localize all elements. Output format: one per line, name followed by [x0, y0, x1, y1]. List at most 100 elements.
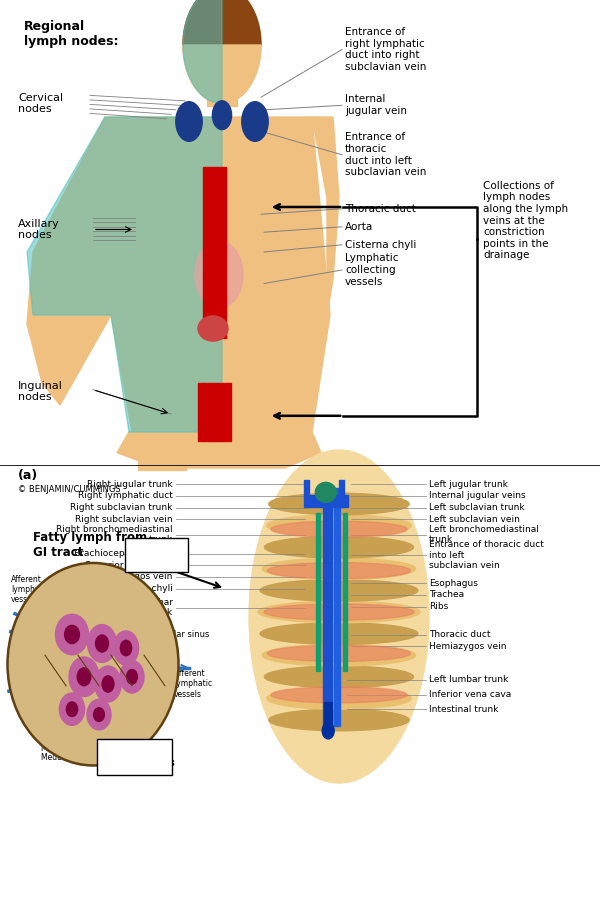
Bar — [203, 166, 214, 338]
Ellipse shape — [262, 558, 416, 580]
Circle shape — [242, 102, 268, 141]
Text: Internal jugular veins: Internal jugular veins — [429, 491, 526, 500]
Text: Produces
macrophages: Produces macrophages — [101, 746, 175, 768]
Ellipse shape — [265, 666, 413, 688]
Ellipse shape — [120, 661, 144, 693]
Text: Efferent
lymphatic
vessels: Efferent lymphatic vessels — [174, 669, 212, 699]
Text: Superior vena cava: Superior vena cava — [85, 561, 173, 570]
Text: (a): (a) — [18, 469, 38, 482]
Bar — [339, 480, 344, 507]
Text: Entrance of
right lymphatic
duct into right
subclavian vein: Entrance of right lymphatic duct into ri… — [345, 27, 427, 72]
Text: Entrance of thoracic duct
into left
subclavian vein: Entrance of thoracic duct into left subc… — [429, 540, 544, 571]
Text: Afferent
lymphatic
vessels: Afferent lymphatic vessels — [11, 670, 49, 701]
Ellipse shape — [65, 626, 79, 644]
Text: Esophagus: Esophagus — [429, 579, 478, 588]
Text: Collections of
lymph nodes
along the lymph
veins at the
constriction
points in t: Collections of lymph nodes along the lym… — [483, 181, 568, 260]
Wedge shape — [183, 45, 261, 104]
Ellipse shape — [268, 562, 410, 579]
Bar — [334, 488, 340, 726]
Text: Left bronchomediastinal
trunk: Left bronchomediastinal trunk — [429, 525, 539, 544]
Text: Right subclavian trunk: Right subclavian trunk — [70, 503, 173, 512]
Wedge shape — [183, 0, 261, 45]
Text: Left lumbar trunk: Left lumbar trunk — [429, 675, 508, 684]
Ellipse shape — [266, 515, 412, 536]
Text: Azygos vein: Azygos vein — [118, 572, 173, 581]
Text: Capsule: Capsule — [133, 618, 167, 627]
Bar — [323, 488, 332, 726]
Text: Hilum: Hilum — [76, 705, 101, 714]
Text: Cisterna chyli: Cisterna chyli — [345, 239, 416, 250]
Ellipse shape — [195, 240, 243, 308]
Text: Right subclavian vein: Right subclavian vein — [75, 515, 173, 524]
Bar — [343, 513, 347, 670]
Ellipse shape — [77, 668, 91, 686]
Text: Lymphatic
collecting
vessels: Lymphatic collecting vessels — [345, 254, 398, 286]
Text: Ribs: Ribs — [429, 602, 448, 611]
Bar — [215, 166, 226, 338]
Ellipse shape — [56, 614, 89, 655]
Polygon shape — [27, 117, 222, 432]
Ellipse shape — [262, 644, 416, 666]
Text: Cisterna chyli: Cisterna chyli — [111, 584, 173, 593]
Text: Right lymphatic duct: Right lymphatic duct — [78, 491, 173, 500]
Ellipse shape — [95, 635, 109, 652]
Ellipse shape — [269, 709, 409, 731]
Text: Produce
lymphocytes: Produce lymphocytes — [129, 545, 187, 565]
Ellipse shape — [102, 676, 114, 692]
Ellipse shape — [266, 688, 412, 709]
Text: Trachea: Trachea — [429, 590, 464, 599]
Ellipse shape — [67, 702, 77, 716]
Text: Inferior vena cava: Inferior vena cava — [429, 690, 511, 699]
Ellipse shape — [88, 625, 116, 662]
Wedge shape — [183, 0, 222, 104]
Ellipse shape — [258, 601, 420, 623]
FancyBboxPatch shape — [97, 739, 172, 775]
Ellipse shape — [265, 536, 413, 558]
Bar — [316, 513, 320, 670]
Text: Axillary
nodes: Axillary nodes — [18, 219, 60, 240]
Ellipse shape — [249, 450, 429, 783]
Text: Right jugular trunk: Right jugular trunk — [87, 480, 173, 489]
Polygon shape — [27, 117, 129, 405]
Ellipse shape — [94, 707, 104, 722]
Text: Left jugular trunk: Left jugular trunk — [429, 480, 508, 489]
Circle shape — [183, 0, 261, 104]
Ellipse shape — [69, 657, 99, 697]
Text: Medullary sinus: Medullary sinus — [41, 744, 101, 753]
Bar — [207, 68, 237, 106]
Polygon shape — [111, 117, 330, 454]
Ellipse shape — [87, 699, 111, 730]
Ellipse shape — [264, 604, 414, 620]
Text: Trabecula: Trabecula — [133, 642, 174, 651]
Text: Fatty lymph from
GI tract: Fatty lymph from GI tract — [33, 530, 147, 559]
Ellipse shape — [269, 493, 409, 515]
FancyBboxPatch shape — [125, 538, 188, 572]
Ellipse shape — [316, 482, 337, 502]
Ellipse shape — [121, 640, 131, 656]
Ellipse shape — [260, 580, 418, 601]
Text: Entrance of
thoracic
duct into left
subclavian vein: Entrance of thoracic duct into left subc… — [345, 132, 427, 177]
Ellipse shape — [271, 521, 407, 537]
Text: Aorta: Aorta — [345, 221, 373, 232]
Text: Hemiazygos vein: Hemiazygos vein — [429, 642, 506, 651]
Bar — [306, 495, 348, 507]
Ellipse shape — [271, 687, 407, 703]
Ellipse shape — [95, 666, 121, 702]
Text: Thoracic duct: Thoracic duct — [429, 630, 491, 639]
Text: Intestinal trunk: Intestinal trunk — [429, 705, 499, 714]
Text: © BENJAMIN/CUMMINGS: © BENJAMIN/CUMMINGS — [18, 485, 121, 494]
Text: Inguinal
nodes: Inguinal nodes — [18, 381, 63, 402]
Circle shape — [176, 102, 202, 141]
Text: Cervical
nodes: Cervical nodes — [18, 93, 63, 114]
Text: Left subclavian vein: Left subclavian vein — [429, 515, 520, 524]
Text: Medullary cord: Medullary cord — [41, 753, 98, 762]
Text: Left subclavian trunk: Left subclavian trunk — [429, 503, 524, 512]
Ellipse shape — [127, 670, 137, 684]
Ellipse shape — [113, 631, 139, 665]
Ellipse shape — [322, 723, 334, 739]
Text: Afferent
lymphatic
vessels: Afferent lymphatic vessels — [11, 574, 49, 605]
Text: Right bronchomediastinal
trunk: Right bronchomediastinal trunk — [56, 525, 173, 544]
Bar — [198, 382, 231, 441]
Polygon shape — [117, 432, 321, 468]
Text: Right lumbar
trunk: Right lumbar trunk — [114, 598, 173, 617]
